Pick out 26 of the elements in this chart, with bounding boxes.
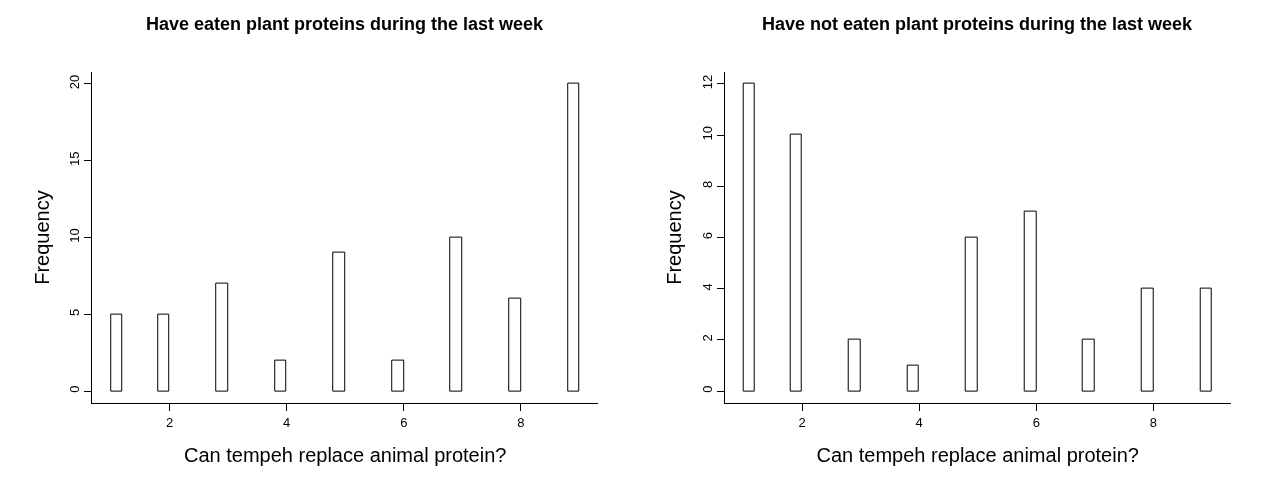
y-tick-label: 5 [67,308,83,316]
x-tick-label: 6 [400,415,408,431]
y-tick-label: 0 [67,385,83,393]
chart-title: Have not eaten plant proteins during the last week [762,14,1194,34]
y-axis-title: Frequency [663,190,686,285]
x-tick-label: 4 [283,415,291,431]
x-tick-label: 4 [915,415,923,431]
y-tick-label: 0 [699,385,715,393]
x-tick-label: 8 [1149,415,1158,431]
y-tick-label: 4 [699,283,715,291]
x-tick-label: 8 [517,415,525,431]
y-tick-label: 6 [699,231,715,240]
y-tick-label: 20 [67,74,83,90]
y-tick-label: 12 [699,74,715,90]
x-tick-label: 6 [1032,415,1040,431]
y-tick-label: 2 [699,334,715,342]
y-tick-label: 15 [67,151,83,166]
y-tick-label: 10 [699,125,715,141]
x-axis-title: Can tempeh replace animal protein? [816,443,1139,466]
chart-title: Have eaten plant proteins during the last week [146,14,545,34]
x-axis-title: Can tempeh replace animal protein? [184,443,507,466]
y-axis-title: Frequency [30,190,53,285]
y-tick-label: 10 [67,228,83,243]
x-tick-label: 2 [798,415,806,431]
x-tick-label: 2 [165,415,174,431]
y-tick-label: 8 [699,180,715,188]
